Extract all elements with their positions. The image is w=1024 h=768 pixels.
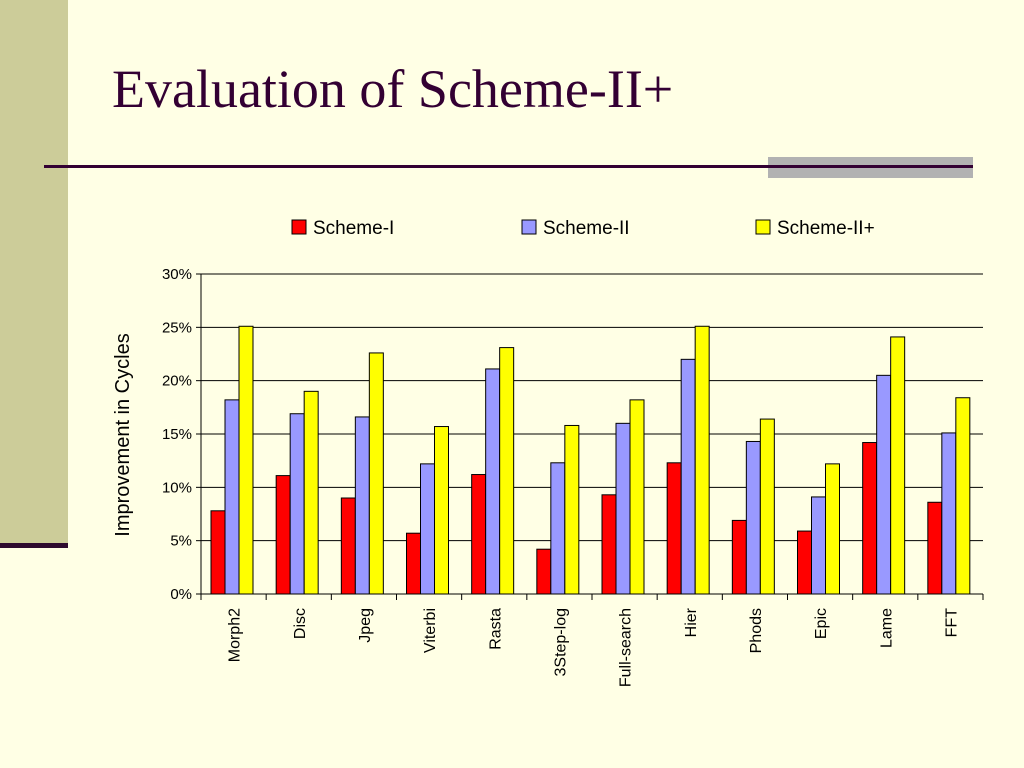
- side-decor-underline: [0, 543, 68, 548]
- bar-scheme-ii--disc: [303, 390, 319, 595]
- bar-scheme-ii-full-search: [615, 422, 631, 595]
- bar-scheme-ii-rasta: [485, 368, 501, 595]
- legend-label: Scheme-II+: [777, 218, 875, 239]
- x-tick-label: Lame: [878, 608, 895, 648]
- bar-scheme-ii--3step-log: [564, 424, 580, 595]
- bar-scheme-i-viterbi: [406, 532, 421, 595]
- bar-scheme-i-rasta: [471, 474, 487, 595]
- bar-scheme-i-epic: [797, 530, 812, 595]
- y-tick-label: 30%: [162, 266, 192, 283]
- y-tick-label: 15%: [162, 426, 192, 443]
- bar-scheme-ii--epic: [825, 463, 840, 595]
- x-tick-label: FFT: [943, 608, 960, 638]
- bar-scheme-i-hier: [666, 462, 682, 595]
- x-tick-label: Full-search: [618, 608, 635, 687]
- y-tick-label: 10%: [162, 479, 192, 496]
- bar-scheme-ii--lame: [890, 336, 906, 595]
- x-tick-label: Jpeg: [357, 608, 374, 643]
- bar-scheme-ii--full-search: [629, 399, 645, 595]
- chart-gridlines: [201, 273, 983, 542]
- x-axis-ticks: Morph2 Disc Jpeg Viterbi Rasta 3Step-log Full-…: [200, 594, 984, 687]
- legend-swatch: [521, 219, 537, 235]
- bar-scheme-i-3step-log: [536, 548, 552, 595]
- x-tick-label: Disc: [292, 608, 309, 639]
- bar-scheme-ii-disc: [289, 413, 305, 595]
- legend-label: Scheme-II: [543, 218, 630, 239]
- x-tick-label: Epic: [813, 608, 830, 639]
- bar-scheme-ii-3step-log: [550, 462, 566, 595]
- y-tick-label: 25%: [162, 319, 192, 336]
- title-divider: [44, 165, 972, 168]
- bar-scheme-i-fft: [927, 501, 943, 595]
- x-tick-label: Phods: [748, 608, 765, 653]
- side-decor-bar: [0, 0, 68, 545]
- bar-scheme-ii--viterbi: [434, 426, 449, 595]
- bar-scheme-ii--morph2: [238, 325, 254, 595]
- bar-scheme-i-morph2: [210, 510, 226, 595]
- bar-scheme-ii-hier: [680, 358, 696, 595]
- bar-scheme-ii--rasta: [499, 347, 515, 595]
- bar-scheme-ii-epic: [811, 496, 826, 595]
- bar-scheme-i-full-search: [601, 494, 617, 595]
- legend-swatch: [755, 219, 771, 235]
- legend-label: Scheme-I: [313, 218, 394, 239]
- x-tick-label: Rasta: [487, 608, 504, 650]
- legend-swatch: [291, 219, 307, 235]
- chart-bars: [210, 325, 971, 595]
- x-tick-label: Viterbi: [422, 608, 439, 653]
- bar-scheme-i-disc: [275, 475, 291, 595]
- bar-scheme-ii-lame: [876, 374, 892, 595]
- bar-scheme-ii--fft: [955, 397, 971, 595]
- x-tick-label: Morph2: [227, 608, 244, 662]
- bar-scheme-ii-viterbi: [420, 463, 435, 595]
- y-axis-ticks: 0% 5% 10% 15% 20% 25% 30%: [162, 266, 201, 603]
- bar-scheme-i-phods: [731, 519, 747, 595]
- bar-scheme-ii--hier: [694, 325, 710, 595]
- x-tick-label: 3Step-log: [552, 608, 569, 677]
- bar-scheme-i-lame: [862, 442, 878, 595]
- y-tick-label: 5%: [170, 533, 192, 550]
- bar-scheme-ii--phods: [759, 418, 775, 595]
- x-tick-label: Hier: [683, 607, 700, 637]
- slide-title: Evaluation of Scheme-II+: [112, 59, 674, 119]
- bar-scheme-i-jpeg: [340, 497, 356, 595]
- title-accent-block: [768, 157, 973, 178]
- bar-scheme-ii--jpeg: [368, 352, 384, 595]
- bar-scheme-ii-morph2: [224, 399, 240, 595]
- chart-legend: Scheme-I Scheme-II Scheme-II+: [291, 218, 875, 239]
- y-axis-label: Improvement in Cycles: [112, 333, 134, 536]
- y-tick-label: 0%: [170, 586, 192, 603]
- bar-scheme-ii-jpeg: [354, 416, 370, 595]
- bar-scheme-ii-fft: [941, 432, 957, 595]
- y-tick-label: 20%: [162, 373, 192, 390]
- bar-scheme-ii-phods: [745, 440, 761, 595]
